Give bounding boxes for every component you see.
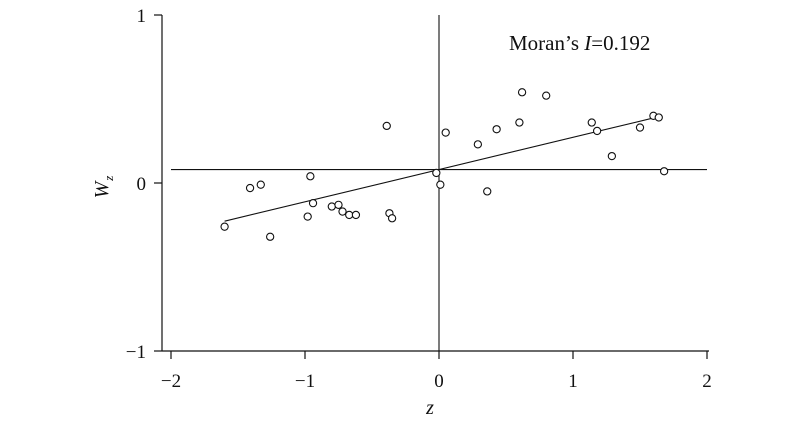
x-ticks: −2 −1 0 1 2 (161, 351, 712, 392)
data-point (308, 199, 318, 208)
x-tick-label: 0 (434, 371, 444, 392)
data-point (607, 151, 617, 161)
data-point (245, 183, 255, 193)
y-ticks: −1 0 1 (126, 6, 162, 363)
svg-text:Wz: Wz (91, 176, 116, 199)
data-point (306, 172, 315, 181)
x-tick-label: −2 (161, 371, 181, 392)
data-point (334, 200, 343, 209)
data-point (483, 187, 492, 196)
y-tick-label: −1 (126, 342, 146, 363)
data-point (432, 168, 441, 178)
annotation-suffix: =0.192 (591, 31, 650, 55)
x-axis-label: z (425, 397, 434, 419)
data-point (517, 88, 527, 97)
data-point (220, 222, 229, 231)
data-point (256, 180, 265, 189)
data-point (635, 123, 645, 132)
x-tick-label: 1 (568, 371, 578, 392)
x-tick-label: 2 (702, 371, 712, 392)
data-point (338, 207, 347, 216)
y-axis-label-main: W (91, 179, 113, 198)
data-point (515, 118, 524, 127)
data-point (345, 210, 354, 220)
data-point (303, 212, 312, 221)
annotation-prefix: Moran’s (509, 31, 584, 55)
data-points (220, 88, 669, 241)
y-axis-label: Wz (91, 176, 116, 199)
data-point (659, 167, 669, 176)
data-point (441, 128, 450, 137)
data-point (436, 180, 445, 189)
annotation-italic: I (583, 31, 592, 55)
morans-i-annotation: Moran’s I=0.192 (509, 31, 650, 55)
data-point (387, 214, 397, 223)
y-axis-label-sub: z (101, 176, 116, 182)
x-tick-label: −1 (295, 371, 315, 392)
data-point (592, 126, 602, 136)
data-point (654, 113, 663, 122)
y-tick-label: 0 (137, 174, 147, 195)
data-point (492, 125, 501, 134)
data-point (382, 121, 391, 131)
data-point (266, 232, 275, 241)
data-point (327, 202, 336, 211)
data-point (587, 118, 596, 127)
data-point (473, 140, 483, 149)
regression-line (224, 115, 661, 222)
y-tick-label: 1 (137, 6, 147, 27)
data-point (351, 210, 361, 220)
data-point (542, 91, 551, 100)
